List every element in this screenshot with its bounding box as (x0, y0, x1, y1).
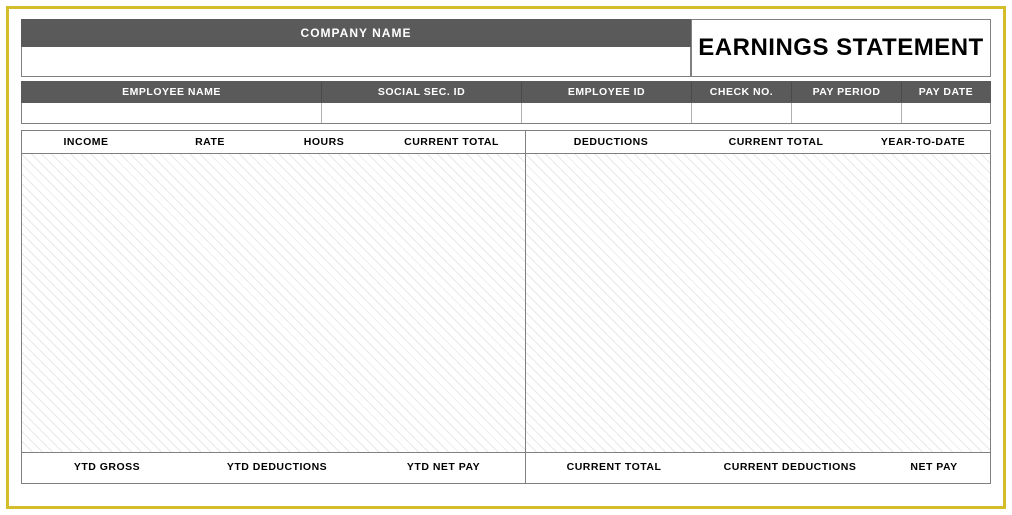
current-total-label: CURRENT TOTAL (526, 453, 702, 483)
employee-name-header: EMPLOYEE NAME (22, 82, 322, 102)
employee-id-field[interactable] (522, 103, 692, 123)
footer-row: YTD GROSS YTD DEDUCTIONS YTD NET PAY CUR… (21, 453, 991, 484)
income-panel[interactable] (22, 154, 526, 452)
income-header: INCOME (22, 131, 150, 153)
info-header-row: EMPLOYEE NAME SOCIAL SEC. ID EMPLOYEE ID… (21, 81, 991, 103)
pay-date-header: PAY DATE (902, 82, 990, 102)
current-total-right-header: CURRENT TOTAL (696, 131, 856, 153)
current-deductions-label: CURRENT DEDUCTIONS (702, 453, 878, 483)
deductions-header: DEDUCTIONS (526, 131, 696, 153)
ytd-gross-label: YTD GROSS (22, 453, 192, 483)
company-name-field[interactable] (21, 47, 691, 77)
current-total-left-header: CURRENT TOTAL (378, 131, 526, 153)
employee-id-header: EMPLOYEE ID (522, 82, 692, 102)
deductions-panel[interactable] (526, 154, 990, 452)
rate-header: RATE (150, 131, 270, 153)
pay-period-field[interactable] (792, 103, 902, 123)
columns-header-row: INCOME RATE HOURS CURRENT TOTAL DEDUCTIO… (21, 130, 991, 153)
info-value-row (21, 103, 991, 124)
check-no-header: CHECK NO. (692, 82, 792, 102)
pay-period-header: PAY PERIOD (792, 82, 902, 102)
ytd-deductions-label: YTD DEDUCTIONS (192, 453, 362, 483)
company-name-label: COMPANY NAME (21, 19, 691, 47)
hours-header: HOURS (270, 131, 378, 153)
social-sec-id-header: SOCIAL SEC. ID (322, 82, 522, 102)
social-sec-id-field[interactable] (322, 103, 522, 123)
check-no-field[interactable] (692, 103, 792, 123)
body-panels (21, 153, 991, 453)
year-to-date-header: YEAR-TO-DATE (856, 131, 990, 153)
ytd-net-pay-label: YTD NET PAY (362, 453, 526, 483)
pay-date-field[interactable] (902, 103, 990, 123)
earnings-statement-form: COMPANY NAME EARNINGS STATEMENT EMPLOYEE… (6, 6, 1006, 509)
form-title: EARNINGS STATEMENT (691, 19, 991, 77)
employee-name-field[interactable] (22, 103, 322, 123)
net-pay-label: NET PAY (878, 453, 990, 483)
company-section: COMPANY NAME (21, 19, 691, 77)
header-row: COMPANY NAME EARNINGS STATEMENT (21, 19, 991, 77)
